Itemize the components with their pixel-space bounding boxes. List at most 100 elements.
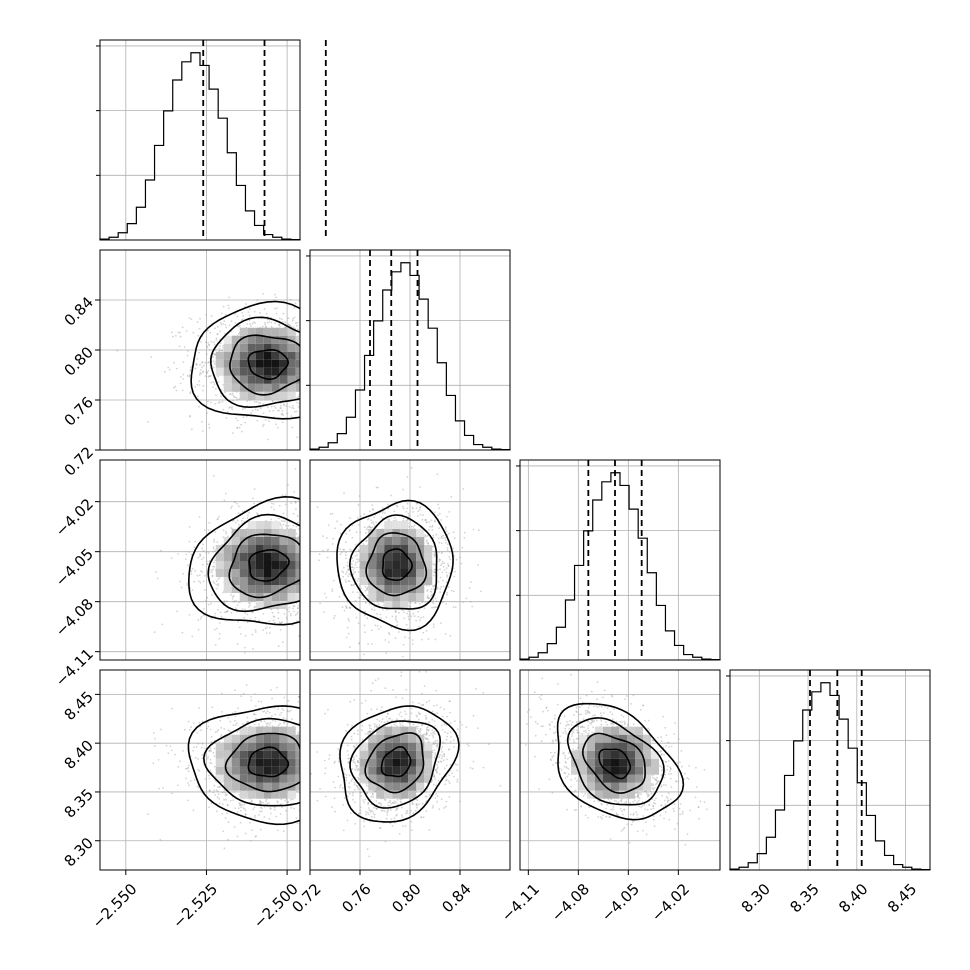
density-cell [255,601,264,609]
scatter-point [282,512,285,515]
scatter-point [188,551,191,553]
density-cell [295,561,300,569]
density-cell [255,367,264,376]
scatter-point [436,473,439,476]
scatter-point [369,510,371,513]
density-cell [295,553,300,561]
density-cell [239,585,248,593]
scatter-point [333,614,336,617]
scatter-point [277,426,279,429]
density-cell [287,537,296,545]
panel-background [100,40,300,240]
density-cell [223,367,232,376]
scatter-point [302,376,304,378]
scatter-point [306,338,308,340]
density-cell [239,545,248,553]
scatter-point [301,435,303,437]
scatter-point [213,565,216,568]
scatter-point [426,539,428,542]
scatter-point [469,600,472,603]
scatter-point [206,346,209,349]
scatter-point [224,791,226,794]
scatter-point [212,547,215,550]
panel-content [100,250,310,450]
density-cell [223,577,232,585]
scatter-point [433,568,436,571]
scatter-point [448,556,451,558]
scatter-point [366,539,368,542]
scatter-point [280,520,283,522]
scatter-point [201,563,204,566]
scatter-point [202,389,204,392]
density-cell [416,593,425,601]
density-cell [231,537,240,545]
scatter-point [152,762,155,765]
scatter-point [411,643,414,645]
scatter-point [177,331,180,334]
scatter-point [304,367,306,369]
scatter-point [339,548,341,550]
scatter-point [230,320,233,323]
density-cell [368,561,377,569]
scatter-point [434,571,436,574]
scatter-point [344,541,347,544]
scatter-point [438,558,441,561]
density-cell [231,383,240,392]
scatter-point [394,611,397,613]
scatter-point [225,532,228,535]
scatter-point [236,399,239,401]
density-cell [231,561,240,569]
scatter-point [225,600,228,603]
scatter-point [217,608,219,611]
scatter-point [205,551,208,554]
scatter-point [200,341,202,343]
density-cell [368,569,377,577]
scatter-point [213,383,216,386]
density-cell [416,545,425,553]
scatter-point [341,570,344,573]
scatter-point [302,543,304,545]
density-cell [392,537,401,545]
scatter-point [301,533,303,535]
scatter-point [398,611,400,614]
density-cell [223,569,232,577]
density-cell [408,561,417,569]
scatter-point [223,611,226,613]
scatter-point [342,548,344,551]
scatter-point [301,381,303,383]
scatter-panel-0-3 [95,669,301,875]
scatter-point [304,342,306,344]
scatter-point [437,503,439,506]
density-cell [239,383,248,392]
scatter-point [356,558,358,561]
scatter-point [332,537,335,540]
scatter-point [194,540,196,543]
scatter-point [183,346,186,348]
scatter-point [304,585,306,587]
scatter-point [442,585,445,588]
scatter-point [305,568,307,570]
density-cell [255,585,264,593]
scatter-point [201,361,203,364]
scatter-point [279,317,281,320]
scatter-point [448,532,450,535]
scatter-point [198,374,201,376]
scatter-point [432,536,435,539]
scatter-point [433,588,435,590]
scatter-point [345,636,348,639]
scatter-point [241,311,244,314]
scatter-point [220,395,222,397]
scatter-point [210,340,213,343]
scatter-point [308,375,310,377]
scatter-point [179,382,182,385]
scatter-point [325,596,328,599]
scatter-point [201,547,203,550]
scatter-point [223,600,226,602]
histogram-line [309,262,511,451]
scatter-point [305,343,307,345]
scatter-point [229,393,231,395]
scatter-point [296,515,299,517]
scatter-point [199,581,202,584]
scatter-point [222,346,224,349]
density-cell [239,593,248,601]
